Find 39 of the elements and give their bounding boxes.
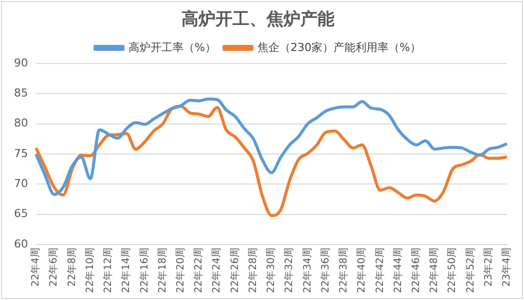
x-tick-label: 22年46周 <box>410 248 422 294</box>
x-tick-label: 22年28周 <box>246 248 259 294</box>
line-series <box>34 98 508 196</box>
x-tick-label: 22年4周 <box>30 248 42 287</box>
x-tick-label: 22年12周 <box>102 248 114 294</box>
x-tick-label: 22年8周 <box>66 248 78 287</box>
y-tick-label: 70 <box>14 177 28 190</box>
x-tick-label: 22年34周 <box>301 248 314 294</box>
y-tick-label: 75 <box>14 146 28 160</box>
x-tick-label: 22年36周 <box>319 248 332 294</box>
x-tick-label: 22年14周 <box>120 248 132 294</box>
x-tick-label: 22年30周 <box>265 248 278 294</box>
x-tick-label: 22年40周 <box>356 248 368 294</box>
x-tick-label: 22年10周 <box>84 248 96 294</box>
x-tick-label: 23年2周 <box>482 248 494 287</box>
y-tick-label: 85 <box>14 86 28 100</box>
x-tick-label: 22年22周 <box>192 248 205 294</box>
x-tick-label: 22年18周 <box>156 248 168 294</box>
x-tick-label: 22年32周 <box>283 248 296 294</box>
x-tick-label: 22年48周 <box>428 248 440 294</box>
y-tick-label: 90 <box>14 56 28 70</box>
x-tick-label: 22年26周 <box>228 248 241 294</box>
x-tick-label: 22年50周 <box>446 248 458 294</box>
y-tick-label: 80 <box>14 116 28 130</box>
x-tick-label: 23年4周 <box>500 248 513 287</box>
legend-label: 高炉开工率（%） <box>128 40 216 54</box>
x-tick-label: 22年44周 <box>392 248 404 294</box>
x-tick-label: 22年6周 <box>48 248 60 287</box>
legend-label: 焦企（230家）产能利用率（%） <box>258 40 421 54</box>
x-tick-label: 22年16周 <box>138 248 150 294</box>
x-tick-label: 22年24周 <box>210 248 223 294</box>
chart-title: 高炉开工、焦炉产能 <box>182 10 334 30</box>
y-tick-label: 60 <box>14 237 28 250</box>
x-tick-label: 22年38周 <box>338 248 350 294</box>
x-tick-label: 22年42周 <box>374 248 386 294</box>
x-tick-label: 22年20周 <box>174 248 187 294</box>
y-tick-label: 65 <box>14 207 28 220</box>
x-tick-label: 22年52周 <box>464 248 476 294</box>
line-series <box>34 104 508 218</box>
